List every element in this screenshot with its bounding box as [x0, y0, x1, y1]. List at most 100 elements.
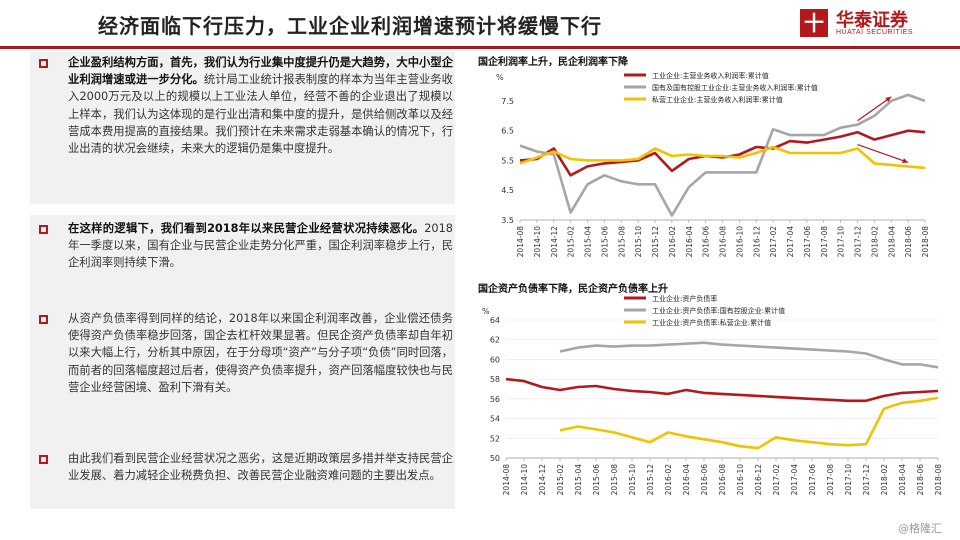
bullet-icon: [39, 225, 48, 234]
x-tick-label: 2014-08: [502, 464, 511, 496]
trend-arrow-up-head: [885, 96, 892, 103]
x-tick-label: 2014-10: [520, 464, 529, 496]
x-tick-label: 2017-10: [837, 226, 846, 258]
logo-mark-icon: 十: [800, 9, 828, 37]
y-tick-label: 60: [490, 355, 500, 364]
watermark: @格隆汇: [898, 522, 942, 535]
logo-name: 华泰证券: [836, 10, 908, 31]
x-tick-label: 2015-10: [634, 226, 643, 258]
x-tick-label: 2015-08: [610, 464, 619, 496]
text-panel: 企业盈利结构方面，首先，我们认为行业集中度提升仍是大趋势，大中小型企业利润增速或…: [30, 52, 455, 522]
bullet-icon: [39, 59, 48, 68]
x-tick-label: 2016-04: [682, 464, 691, 496]
y-tick-label: 5.5: [501, 156, 514, 165]
legend-label: 工业企业:资产负债率: [652, 294, 717, 303]
x-tick-label: 2017-08: [820, 226, 829, 258]
x-tick-label: 2017-06: [808, 464, 817, 496]
x-tick-label: 2015-06: [600, 226, 609, 258]
x-tick-label: 2016-08: [719, 226, 728, 258]
y-tick-label: 4.5: [501, 186, 514, 195]
x-tick-label: 2015-12: [651, 226, 660, 258]
legend-label: 工业企业:资产负债率:私营企业:累计值: [652, 318, 771, 327]
legend-label: 私营工业企业:主营业务收入利润率:累计值: [652, 95, 783, 104]
text-box-2: [30, 215, 455, 509]
x-tick-label: 2017-04: [786, 226, 795, 258]
y-tick-label: 3.5: [501, 216, 514, 225]
x-tick-label: 2015-04: [584, 226, 593, 258]
y-tick-label: 52: [490, 434, 500, 443]
x-tick-label: 2017-06: [803, 226, 812, 258]
x-tick-label: 2018-02: [870, 226, 879, 258]
paragraph-2-body: 2018年一季度以来，国有企业与民营企业走势分化严重，国企利润率稳步上行，民企利…: [68, 222, 453, 270]
x-tick-label: 2016-10: [735, 226, 744, 258]
x-tick-label: 2016-12: [754, 464, 763, 496]
x-tick-label: 2018-06: [904, 226, 913, 258]
x-tick-label: 2016-10: [736, 464, 745, 496]
x-tick-label: 2018-04: [898, 464, 907, 496]
y-tick-label: 58: [490, 375, 500, 384]
company-logo: 十 华泰证券 HUATAI SECURITIES: [800, 6, 950, 42]
y-unit-label: %: [496, 73, 504, 82]
series-line: [559, 341, 939, 369]
y-tick-label: 6.5: [501, 127, 514, 136]
y-tick-label: 64: [490, 316, 500, 325]
paragraph-4-body: 由此我们看到民营企业经营状况之恶劣，这是近期政策层多措并举支持民营企业发展、着力…: [68, 452, 453, 483]
x-tick-label: 2014-08: [516, 226, 525, 258]
header: 经济面临下行压力，工业企业利润增速预计将缓慢下行 十 华泰证券 HUATAI S…: [0, 0, 960, 46]
y-tick-label: 62: [490, 336, 500, 345]
x-tick-label: 2017-12: [862, 464, 871, 496]
x-tick-label: 2015-08: [617, 226, 626, 258]
series-line: [519, 145, 926, 170]
series-line: [559, 396, 939, 450]
y-tick-label: 56: [490, 395, 500, 404]
logo-english: HUATAI SECURITIES: [836, 29, 914, 36]
x-tick-label: 2016-02: [668, 226, 677, 258]
paragraph-2-lead: 在这样的逻辑下，我们看到2018年以来民营企业经营状况持续恶化。: [68, 222, 425, 235]
x-tick-label: 2016-02: [664, 464, 673, 496]
x-tick-label: 2017-02: [772, 464, 781, 496]
x-tick-label: 2017-10: [844, 464, 853, 496]
series-line: [505, 377, 939, 403]
x-tick-label: 2017-04: [790, 464, 799, 496]
profit-margin-chart: % 3.5 4.5 5.5 6.5 7.5 2014-08 2014-10 2014-12 201…: [496, 71, 930, 258]
trend-arrow-up: [857, 96, 892, 122]
text-box-1: [30, 52, 455, 204]
x-tick-label: 2018-08: [921, 226, 930, 258]
series-line: [519, 129, 926, 177]
x-tick-label: 2017-08: [826, 464, 835, 496]
x-tick-label: 2015-02: [556, 464, 565, 496]
x-tick-label: 2014-12: [550, 226, 559, 258]
bullet-icon: [39, 455, 48, 464]
x-tick-label: 2015-06: [592, 464, 601, 496]
x-tick-label: 2018-04: [887, 226, 896, 258]
bullet-icon: [39, 315, 48, 324]
x-tick-label: 2015-04: [574, 464, 583, 496]
x-tick-label: 2018-08: [934, 464, 943, 496]
y-tick-label: 7.5: [501, 97, 514, 106]
x-tick-label: 2018-06: [916, 464, 925, 496]
paragraph-3-body: 从资产负债率得到同样的结论，2018年以来国企利润率改善，企业偿还债务使得资产负…: [68, 312, 453, 394]
x-tick-label: 2016-12: [752, 226, 761, 258]
x-tick-label: 2016-06: [700, 464, 709, 496]
trend-arrow-down: [857, 143, 909, 163]
y-unit-label: %: [482, 307, 490, 316]
legend-label: 工业企业:主营业务收入利润率:累计值: [652, 71, 769, 80]
x-tick-label: 2014-12: [538, 464, 547, 496]
x-tick-label: 2017-12: [854, 226, 863, 258]
page-title: 经济面临下行压力，工业企业利润增速预计将缓慢下行: [98, 14, 602, 38]
series-line: [519, 93, 926, 217]
x-tick-label: 2015-02: [567, 226, 576, 258]
y-tick-label: 54: [490, 415, 500, 424]
y-tick-label: 50: [490, 454, 500, 463]
x-tick-label: 2016-08: [718, 464, 727, 496]
x-tick-label: 2018-02: [880, 464, 889, 496]
legend-label: 工业企业:资产负债率:国有控股企业:累计值: [652, 306, 785, 315]
trend-arrow-down-head: [902, 158, 909, 164]
legend-label: 国有及国有控股工业企业:主营业务收入利润率:累计值: [652, 83, 818, 92]
chart-2-title: 国企资产负债率下降，民企资产负债率上升: [478, 284, 668, 295]
x-tick-label: 2015-10: [628, 464, 637, 496]
x-tick-label: 2015-12: [646, 464, 655, 496]
x-tick-label: 2016-04: [685, 226, 694, 258]
x-tick-label: 2014-10: [533, 226, 542, 258]
paragraph-1-lead: 企业盈利结构方面，首先，我们认为行业集中度提升仍是大趋势，大中小型企业利润增速或…: [68, 56, 453, 87]
